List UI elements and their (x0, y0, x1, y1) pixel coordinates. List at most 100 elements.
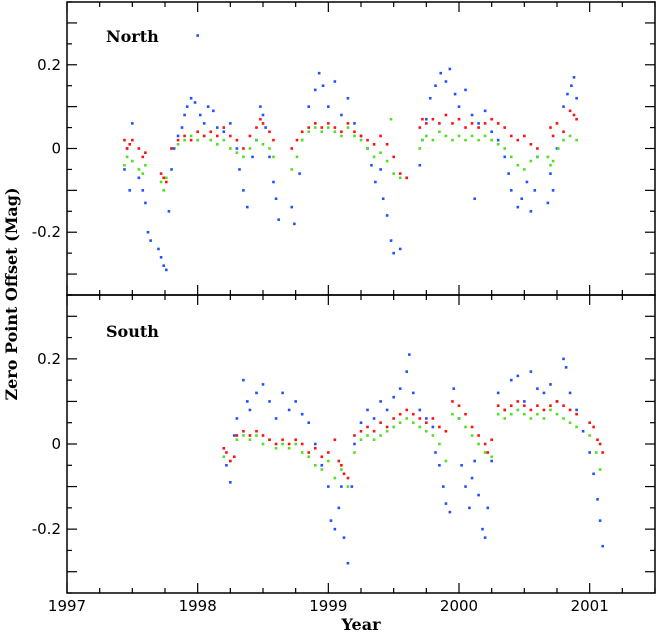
south-blue-point (452, 387, 456, 390)
south-blue-point (350, 485, 354, 488)
south-red-point (392, 417, 395, 420)
south-green-point (568, 421, 572, 425)
south-blue-point (464, 485, 467, 488)
south-red-point (598, 442, 602, 446)
north-blue-point (141, 189, 145, 192)
north-blue-point (317, 71, 321, 75)
north-blue-point (453, 92, 457, 96)
north-red-point (536, 147, 539, 150)
south-green-point (496, 412, 500, 416)
north-red-point (551, 134, 555, 138)
north-blue-point (434, 84, 437, 88)
north-blue-point (428, 96, 432, 100)
north-red-point (141, 155, 145, 159)
north-red-point (222, 126, 226, 129)
north-green-point (551, 159, 555, 163)
north-blue-point (167, 209, 171, 213)
north-blue-point (159, 256, 163, 259)
north-blue-point (193, 101, 197, 104)
north-red-point (189, 138, 193, 142)
north-blue-point (183, 113, 186, 117)
north-green-point (320, 130, 324, 134)
south-blue-point (261, 383, 265, 386)
north-blue-point (503, 155, 507, 159)
north-green-point (451, 138, 454, 142)
south-blue-point (405, 370, 409, 373)
north-green-point (359, 138, 363, 142)
north-blue-point (381, 197, 385, 201)
north-red-point (421, 117, 424, 121)
north-blue-point (353, 122, 356, 125)
south-blue-point (235, 417, 239, 420)
south-blue-point (392, 395, 395, 399)
south-blue-point (529, 370, 533, 373)
south-blue-point (564, 366, 568, 369)
north-blue-point (374, 180, 377, 184)
south-blue-point (255, 391, 258, 395)
south-series-red (222, 400, 605, 480)
north-green-point (503, 147, 507, 150)
north-red-point (131, 138, 134, 142)
north-red-point (490, 117, 493, 121)
north-green-point (496, 143, 500, 146)
north-blue-point (307, 105, 311, 108)
north-y-tick-label: 0 (51, 140, 61, 158)
north-red-point (215, 134, 219, 138)
south-green-point (320, 468, 324, 471)
north-red-point (165, 180, 168, 184)
south-blue-point (588, 451, 591, 454)
x-tick-labels: 1997 1998 1999 2000 2001 (48, 597, 609, 615)
north-green-point (421, 138, 424, 142)
north-red-point (366, 138, 369, 142)
south-blue-point (549, 383, 552, 386)
south-green-point (529, 417, 533, 420)
south-red-point (242, 429, 245, 433)
north-red-point (405, 176, 409, 180)
north-green-point (536, 155, 539, 159)
south-green-point (340, 468, 343, 471)
north-green-point (165, 176, 168, 180)
south-red-point (516, 400, 520, 403)
south-green-point (523, 412, 526, 416)
north-blue-point (131, 122, 134, 125)
north-green-point (490, 138, 493, 142)
south-blue-point (486, 506, 490, 510)
south-blue-point (353, 442, 356, 446)
south-red-point (342, 472, 346, 476)
north-red-point (248, 134, 252, 138)
south-red-point (379, 421, 382, 425)
north-blue-point (274, 197, 278, 201)
south-green-point (242, 434, 245, 437)
south-blue-point (598, 519, 602, 522)
north-blue-point (170, 168, 173, 171)
north-blue-point (222, 130, 226, 134)
south-blue-point (496, 391, 500, 395)
south-blue-point (481, 527, 484, 531)
south-red-point (451, 400, 454, 403)
south-green-point (366, 434, 369, 437)
south-blue-point (342, 536, 346, 539)
south-blue-point (327, 485, 330, 488)
south-green-point (300, 451, 304, 454)
north-green-point (242, 155, 245, 159)
north-red-point (529, 143, 533, 146)
north-blue-point (313, 88, 317, 92)
south-red-point (353, 434, 356, 437)
north-blue-point (533, 189, 537, 192)
south-green-point (385, 429, 389, 433)
south-blue-point (601, 544, 605, 548)
north-blue-point (448, 67, 452, 71)
south-red-point (457, 404, 461, 407)
south-blue-point (385, 408, 389, 412)
south-red-point (398, 412, 402, 416)
north-blue-point (346, 96, 350, 100)
south-green-point (281, 442, 284, 446)
north-y-tick-label: 0.2 (37, 56, 61, 74)
south-green-point (353, 451, 356, 454)
north-series-blue (123, 34, 578, 272)
south-red-point (549, 404, 552, 407)
north-red-point (431, 117, 435, 121)
south-blue-point (248, 408, 252, 412)
south-red-point (372, 429, 376, 433)
south-red-point (366, 425, 369, 429)
